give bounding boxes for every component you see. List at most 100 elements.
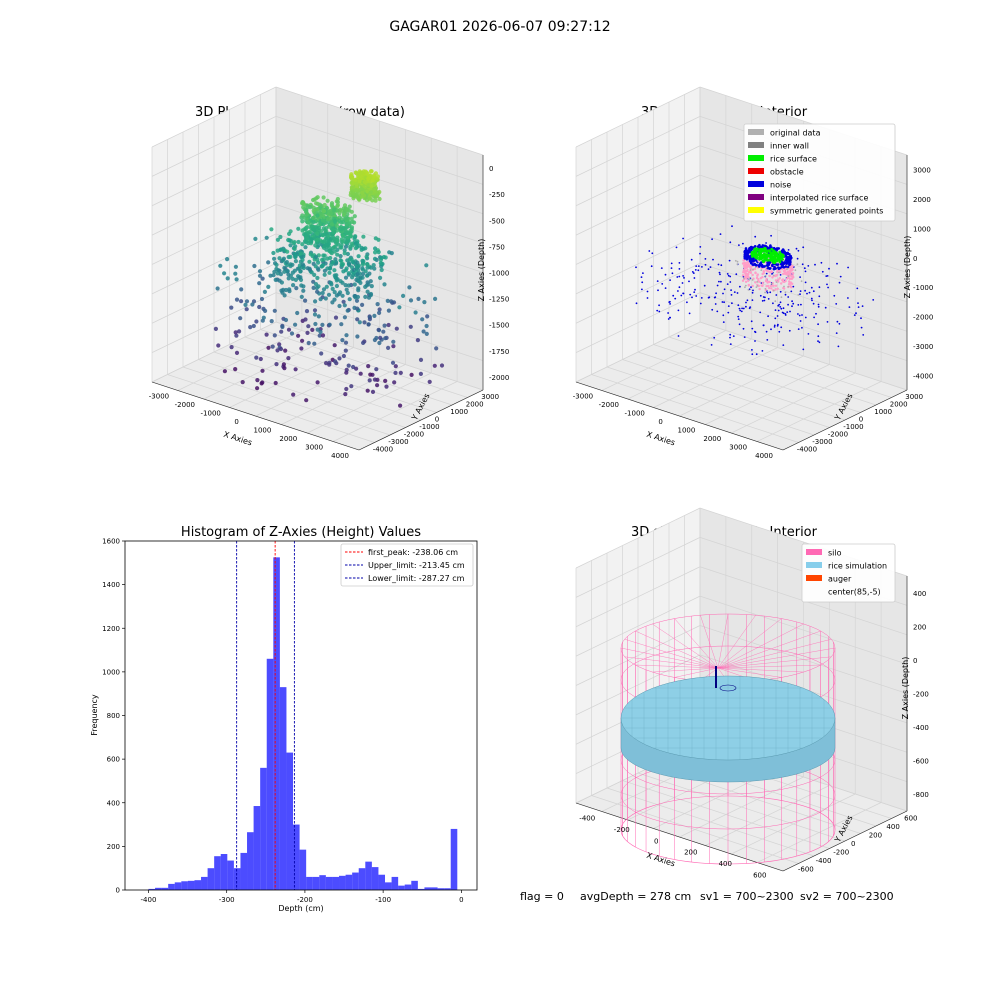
data-point	[222, 271, 227, 276]
data-point	[234, 333, 239, 338]
data-point	[723, 288, 726, 291]
data-point	[775, 263, 779, 267]
grid-line	[575, 537, 701, 598]
data-point	[718, 280, 720, 283]
z-tick-label: 3000	[913, 167, 931, 175]
legend-label: symmetric generated points	[770, 207, 883, 216]
data-point	[812, 290, 815, 293]
grid-line	[705, 785, 830, 846]
data-point	[817, 335, 820, 338]
data-point	[327, 248, 332, 253]
data-point	[734, 259, 737, 262]
data-point	[303, 298, 308, 303]
data-point	[804, 316, 807, 319]
y-tick-label: -4000	[797, 445, 817, 453]
legend-swatch	[806, 575, 822, 581]
data-point	[229, 345, 234, 350]
data-point	[370, 178, 375, 183]
y-tick-label: 0	[859, 415, 863, 423]
data-point	[690, 258, 693, 261]
panel-2-points	[635, 225, 875, 356]
data-point	[334, 241, 339, 246]
data-point	[765, 266, 768, 269]
data-point	[768, 267, 771, 270]
data-point	[284, 260, 289, 265]
grid-line	[275, 86, 484, 156]
z-tick-label: -250	[489, 191, 505, 199]
data-point	[784, 254, 788, 258]
data-point	[332, 268, 337, 273]
data-point	[257, 304, 262, 310]
y-tick-label: 600	[904, 814, 917, 822]
data-point	[751, 246, 755, 249]
data-point	[772, 302, 774, 305]
y-tick-label: 1200	[102, 625, 120, 633]
data-point	[332, 218, 338, 224]
data-point	[216, 343, 221, 348]
data-point	[365, 273, 370, 278]
y-tick-label: -400	[816, 857, 832, 865]
data-point	[352, 282, 357, 287]
data-point	[288, 243, 293, 248]
data-point	[797, 304, 800, 306]
data-point	[360, 302, 365, 307]
legend-swatch	[748, 155, 764, 161]
data-point	[795, 247, 798, 250]
data-point	[304, 235, 309, 240]
data-point	[736, 260, 739, 263]
data-point	[735, 273, 738, 276]
data-point	[349, 257, 354, 262]
data-point	[657, 289, 659, 292]
y-tick-label: 1000	[874, 408, 892, 416]
data-point	[286, 356, 291, 361]
data-point	[855, 312, 857, 315]
data-point	[781, 264, 784, 268]
data-point	[743, 253, 747, 256]
x-tick-label: 1000	[254, 426, 272, 434]
data-point	[755, 286, 758, 288]
data-point	[761, 259, 765, 263]
histogram-bar	[293, 824, 300, 890]
data-point	[341, 226, 346, 231]
x-tick-label: 4000	[331, 452, 349, 460]
data-point	[237, 329, 242, 334]
data-point	[304, 398, 309, 403]
data-point	[738, 307, 741, 310]
data-point	[791, 268, 794, 271]
data-point	[409, 372, 414, 377]
data-point	[272, 333, 277, 338]
data-point	[800, 280, 803, 283]
data-point	[797, 294, 800, 296]
data-point	[767, 249, 771, 253]
data-point	[349, 225, 354, 230]
panel-2-xlabel: X Axies	[645, 430, 676, 448]
data-point	[688, 280, 690, 283]
panel-2-legend: original data inner wall rice surface obsta…	[743, 123, 896, 222]
data-point	[729, 333, 732, 336]
panel-1-xlabel: X Axies	[222, 430, 253, 448]
x-tick-label: 0	[234, 418, 238, 426]
data-point	[797, 328, 800, 330]
data-point	[294, 286, 299, 291]
legend-frame	[801, 543, 896, 603]
data-point	[764, 279, 768, 283]
data-point	[233, 330, 238, 335]
data-point	[777, 309, 780, 312]
z-tick-label: -500	[489, 217, 505, 225]
grid-line	[575, 116, 701, 177]
z-tick-label: 0	[489, 165, 493, 173]
z-tick-label: -400	[913, 724, 929, 732]
silo-roof-line	[717, 623, 804, 669]
data-point	[306, 241, 311, 246]
y-tick-label: -1000	[419, 423, 439, 431]
data-point	[778, 330, 781, 333]
data-point	[719, 273, 721, 276]
data-point	[828, 267, 830, 270]
data-point	[743, 265, 746, 268]
grid-line	[151, 86, 277, 148]
data-point	[759, 311, 762, 314]
data-point	[299, 254, 304, 259]
legend-label: auger	[828, 575, 852, 584]
data-point	[343, 283, 348, 288]
data-point	[320, 333, 326, 338]
